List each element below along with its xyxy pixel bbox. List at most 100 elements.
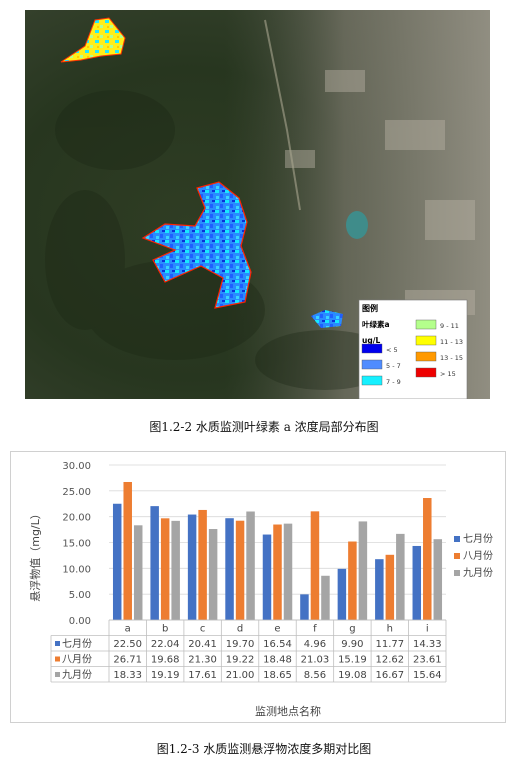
bar-e-series-0 bbox=[262, 534, 272, 620]
table-value: 14.33 bbox=[413, 639, 442, 650]
bar-a-series-1 bbox=[123, 481, 132, 620]
legend-title: 图例 bbox=[362, 303, 378, 313]
x-category-label: b bbox=[162, 624, 168, 635]
chart-caption: 图1.2-3 水质监测悬浮物浓度多期对比图 bbox=[156, 742, 372, 756]
x-category-label: a bbox=[125, 624, 131, 635]
table-value: 26.71 bbox=[113, 655, 142, 666]
table-value: 4.96 bbox=[304, 639, 326, 650]
table-value: 18.33 bbox=[113, 670, 142, 681]
map-caption: 图1.2-2 水质监测叶绿素 a 浓度局部分布图 bbox=[149, 420, 379, 434]
bar-b-series-0 bbox=[150, 506, 159, 620]
bar-c-series-1 bbox=[198, 509, 207, 620]
bar-i-series-2 bbox=[433, 539, 443, 620]
legend-label: 11 - 13 bbox=[440, 338, 463, 346]
x-category-label: i bbox=[426, 624, 429, 635]
table-series-key bbox=[55, 656, 60, 662]
legend-swatch bbox=[415, 335, 437, 346]
y-axis-title: 悬浮物值（mg/L） bbox=[28, 508, 42, 602]
bar-a-series-0 bbox=[112, 503, 122, 620]
bar-d-series-1 bbox=[235, 520, 245, 620]
bar-d-series-2 bbox=[246, 511, 255, 620]
table-value: 8.56 bbox=[304, 670, 326, 681]
y-tick-label: 30.00 bbox=[62, 461, 91, 472]
legend-unit: ug/L bbox=[362, 336, 380, 345]
legend-swatch bbox=[415, 351, 437, 362]
table-series-name: 七月份 bbox=[62, 638, 92, 650]
table-value: 18.48 bbox=[263, 655, 292, 666]
legend-label: 13 - 15 bbox=[440, 354, 463, 362]
table-series-name: 八月份 bbox=[62, 654, 92, 666]
table-value: 21.30 bbox=[188, 655, 217, 666]
x-category-label: g bbox=[349, 624, 355, 635]
bar-h-series-1 bbox=[385, 554, 395, 620]
table-value: 20.41 bbox=[188, 639, 217, 650]
bar-f-series-0 bbox=[300, 594, 309, 620]
bar-f-series-2 bbox=[321, 575, 330, 620]
legend-label: > 15 bbox=[440, 370, 456, 378]
table-value: 9.90 bbox=[341, 639, 363, 650]
y-tick-label: 15.00 bbox=[62, 539, 91, 550]
bar-h-series-0 bbox=[375, 559, 384, 620]
x-axis-title: 监测地点名称 bbox=[255, 704, 321, 718]
satellite-map-image: 图例 叶绿素a ug/L < 5 5 - 7 7 - 9 9 - 11 11 - 13 1… bbox=[25, 10, 490, 399]
legend-label: 7 - 9 bbox=[386, 378, 401, 386]
table-value: 12.62 bbox=[376, 655, 405, 666]
table-value: 17.61 bbox=[188, 670, 217, 681]
table-series-key bbox=[55, 672, 60, 677]
legend-label: < 5 bbox=[386, 346, 398, 354]
map-legend: 图例 叶绿素a ug/L < 5 5 - 7 7 - 9 9 - 11 11 - 13 1… bbox=[358, 299, 468, 399]
legend-key bbox=[454, 536, 460, 542]
table-value: 18.65 bbox=[263, 670, 292, 681]
table-value: 16.54 bbox=[263, 639, 292, 650]
legend-swatch bbox=[415, 367, 437, 378]
table-value: 19.22 bbox=[226, 655, 255, 666]
bar-e-series-1 bbox=[273, 524, 282, 620]
table-value: 19.08 bbox=[338, 670, 367, 681]
y-tick-label: 25.00 bbox=[62, 487, 91, 498]
x-category-label: h bbox=[387, 624, 393, 635]
table-value: 22.04 bbox=[151, 639, 180, 650]
legend-entry: 七月份 bbox=[463, 533, 493, 545]
legend-label: 9 - 11 bbox=[440, 322, 459, 330]
bar-i-series-1 bbox=[423, 498, 432, 620]
table-value: 22.50 bbox=[113, 639, 142, 650]
y-tick-label: 5.00 bbox=[69, 590, 91, 601]
table-value: 16.67 bbox=[376, 670, 405, 681]
x-category-label: f bbox=[313, 624, 317, 635]
suspended-solids-chart: 悬浮物值（mg/L） 0.00 5.00 10.00 15.00 20.00 25.00 3… bbox=[28, 461, 493, 718]
legend-parameter: 叶绿素a bbox=[362, 319, 390, 329]
y-tick-label: 0.00 bbox=[69, 616, 91, 627]
legend-key bbox=[454, 553, 460, 559]
table-value: 21.03 bbox=[301, 655, 330, 666]
bar-b-series-2 bbox=[171, 520, 180, 620]
y-tick-label: 10.00 bbox=[62, 564, 91, 575]
legend-swatch bbox=[361, 359, 383, 370]
bar-g-series-1 bbox=[348, 541, 357, 620]
table-value: 19.70 bbox=[226, 639, 255, 650]
bar-b-series-1 bbox=[160, 518, 170, 620]
table-value: 15.19 bbox=[338, 655, 367, 666]
table-series-key bbox=[55, 641, 60, 646]
table-value: 19.68 bbox=[151, 655, 180, 666]
table-value: 15.64 bbox=[413, 670, 442, 681]
legend-key bbox=[454, 570, 460, 576]
legend-entry: 九月份 bbox=[463, 567, 493, 579]
table-value: 23.61 bbox=[413, 655, 442, 666]
bar-f-series-1 bbox=[310, 511, 320, 620]
chart-frame: 悬浮物值（mg/L） 0.00 5.00 10.00 15.00 20.00 25.00 3… bbox=[10, 451, 506, 723]
bar-a-series-2 bbox=[133, 525, 143, 620]
y-tick-label: 20.00 bbox=[62, 513, 91, 524]
x-category-label: e bbox=[274, 624, 280, 635]
table-series-name: 九月份 bbox=[62, 669, 92, 681]
legend-entry: 八月份 bbox=[463, 550, 493, 562]
x-category-label: d bbox=[237, 624, 243, 635]
bar-i-series-0 bbox=[412, 545, 422, 620]
x-category-label: c bbox=[200, 624, 206, 635]
bar-h-series-2 bbox=[396, 533, 405, 620]
bar-g-series-2 bbox=[358, 521, 368, 620]
table-value: 21.00 bbox=[226, 670, 255, 681]
bar-c-series-0 bbox=[187, 514, 197, 620]
bar-c-series-2 bbox=[208, 529, 218, 620]
legend-swatch bbox=[361, 343, 383, 354]
legend-swatch bbox=[361, 375, 383, 386]
